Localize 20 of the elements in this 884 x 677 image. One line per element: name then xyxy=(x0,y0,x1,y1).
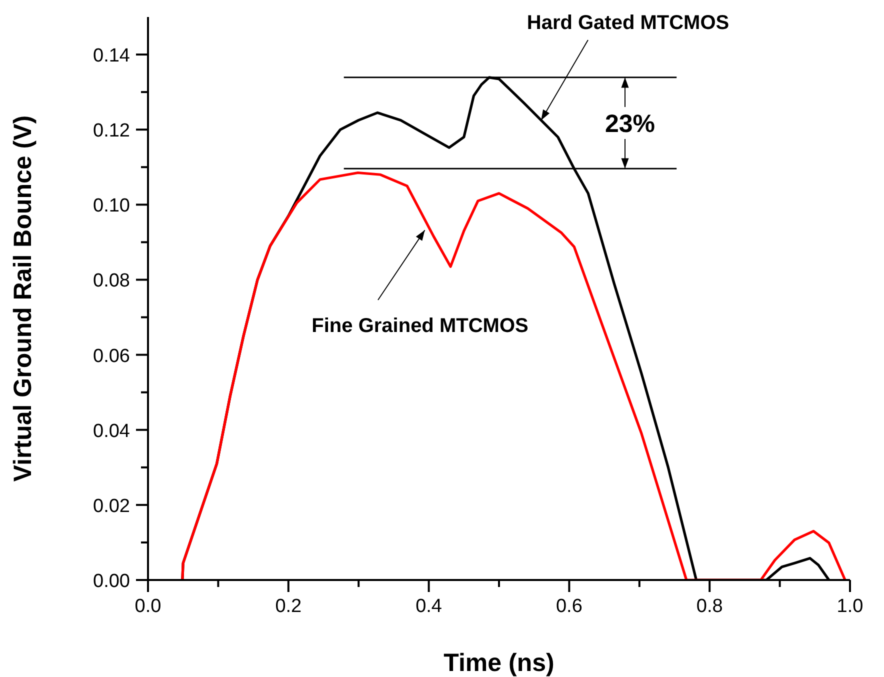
y-tick-label: 0.00 xyxy=(93,571,130,592)
y-tick-label: 0.12 xyxy=(93,120,130,142)
annotation: Fine Grained MTCMOS xyxy=(312,315,528,337)
y-tick-label: 0.06 xyxy=(93,346,130,367)
x-tick-label: 0.6 xyxy=(556,596,582,617)
x-tick-label: 0.8 xyxy=(696,596,723,617)
annotation: Hard Gated MTCMOS xyxy=(526,12,730,34)
x-tick-label: 0.0 xyxy=(134,596,162,617)
x-tick-label: 0.4 xyxy=(416,596,442,617)
y-tick-label: 0.04 xyxy=(93,420,130,442)
line-series xyxy=(181,171,846,580)
x-axis-title: Time (ns) xyxy=(444,649,554,677)
x-tick-label: 1.0 xyxy=(836,596,864,617)
y-tick-label: 0.08 xyxy=(93,270,130,292)
y-axis-title: Virtual Ground Rail Bounce (V) xyxy=(8,115,37,482)
annotation: 23% xyxy=(605,110,656,138)
y-tick-label: 0.02 xyxy=(93,496,130,517)
x-tick-label: 0.2 xyxy=(275,596,302,617)
y-tick-label: 0.14 xyxy=(93,46,130,67)
y-tick-label: 0.10 xyxy=(93,196,130,217)
